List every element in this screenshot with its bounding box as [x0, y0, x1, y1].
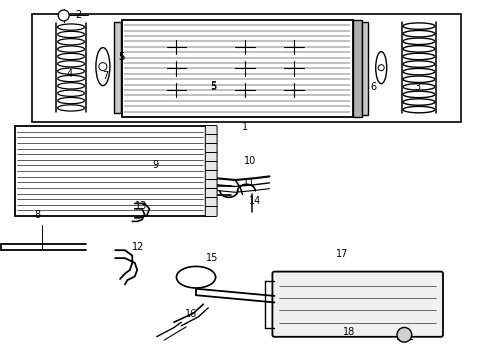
Bar [353, 20, 362, 117]
Text: 8: 8 [34, 210, 40, 220]
Text: 15: 15 [205, 253, 218, 264]
Text: 1: 1 [242, 122, 248, 132]
FancyBboxPatch shape [205, 171, 217, 180]
Text: 2: 2 [75, 10, 81, 20]
FancyBboxPatch shape [205, 144, 217, 153]
Text: 16: 16 [185, 309, 197, 319]
Text: 5: 5 [210, 82, 216, 93]
Bar [362, 22, 368, 115]
Text: 7: 7 [102, 71, 108, 81]
Text: 10: 10 [244, 156, 256, 166]
Text: 3: 3 [415, 82, 420, 92]
Text: 9: 9 [153, 160, 159, 170]
FancyBboxPatch shape [205, 153, 217, 162]
Bar [122, 20, 353, 117]
Bar [114, 22, 121, 113]
Text: 12: 12 [132, 242, 145, 252]
Text: 5: 5 [118, 52, 124, 62]
Bar [15, 126, 206, 216]
Text: 17: 17 [336, 249, 348, 259]
FancyBboxPatch shape [205, 162, 217, 171]
Text: 6: 6 [370, 82, 376, 92]
Text: 18: 18 [343, 327, 355, 337]
FancyBboxPatch shape [205, 180, 217, 189]
Text: 4: 4 [67, 69, 73, 79]
FancyBboxPatch shape [205, 207, 217, 216]
Text: 5: 5 [210, 81, 216, 91]
Ellipse shape [376, 52, 387, 84]
Text: 13: 13 [135, 201, 147, 211]
Text: 11: 11 [243, 178, 255, 188]
Circle shape [99, 63, 107, 71]
FancyBboxPatch shape [205, 135, 217, 144]
Circle shape [58, 10, 69, 21]
Text: 5: 5 [118, 52, 124, 62]
Bar [32, 14, 461, 122]
FancyBboxPatch shape [205, 189, 217, 198]
Circle shape [378, 65, 384, 71]
Circle shape [397, 328, 412, 342]
FancyBboxPatch shape [205, 126, 217, 135]
FancyBboxPatch shape [205, 198, 217, 207]
Text: 14: 14 [249, 196, 261, 206]
FancyBboxPatch shape [272, 271, 443, 337]
Ellipse shape [96, 48, 110, 86]
